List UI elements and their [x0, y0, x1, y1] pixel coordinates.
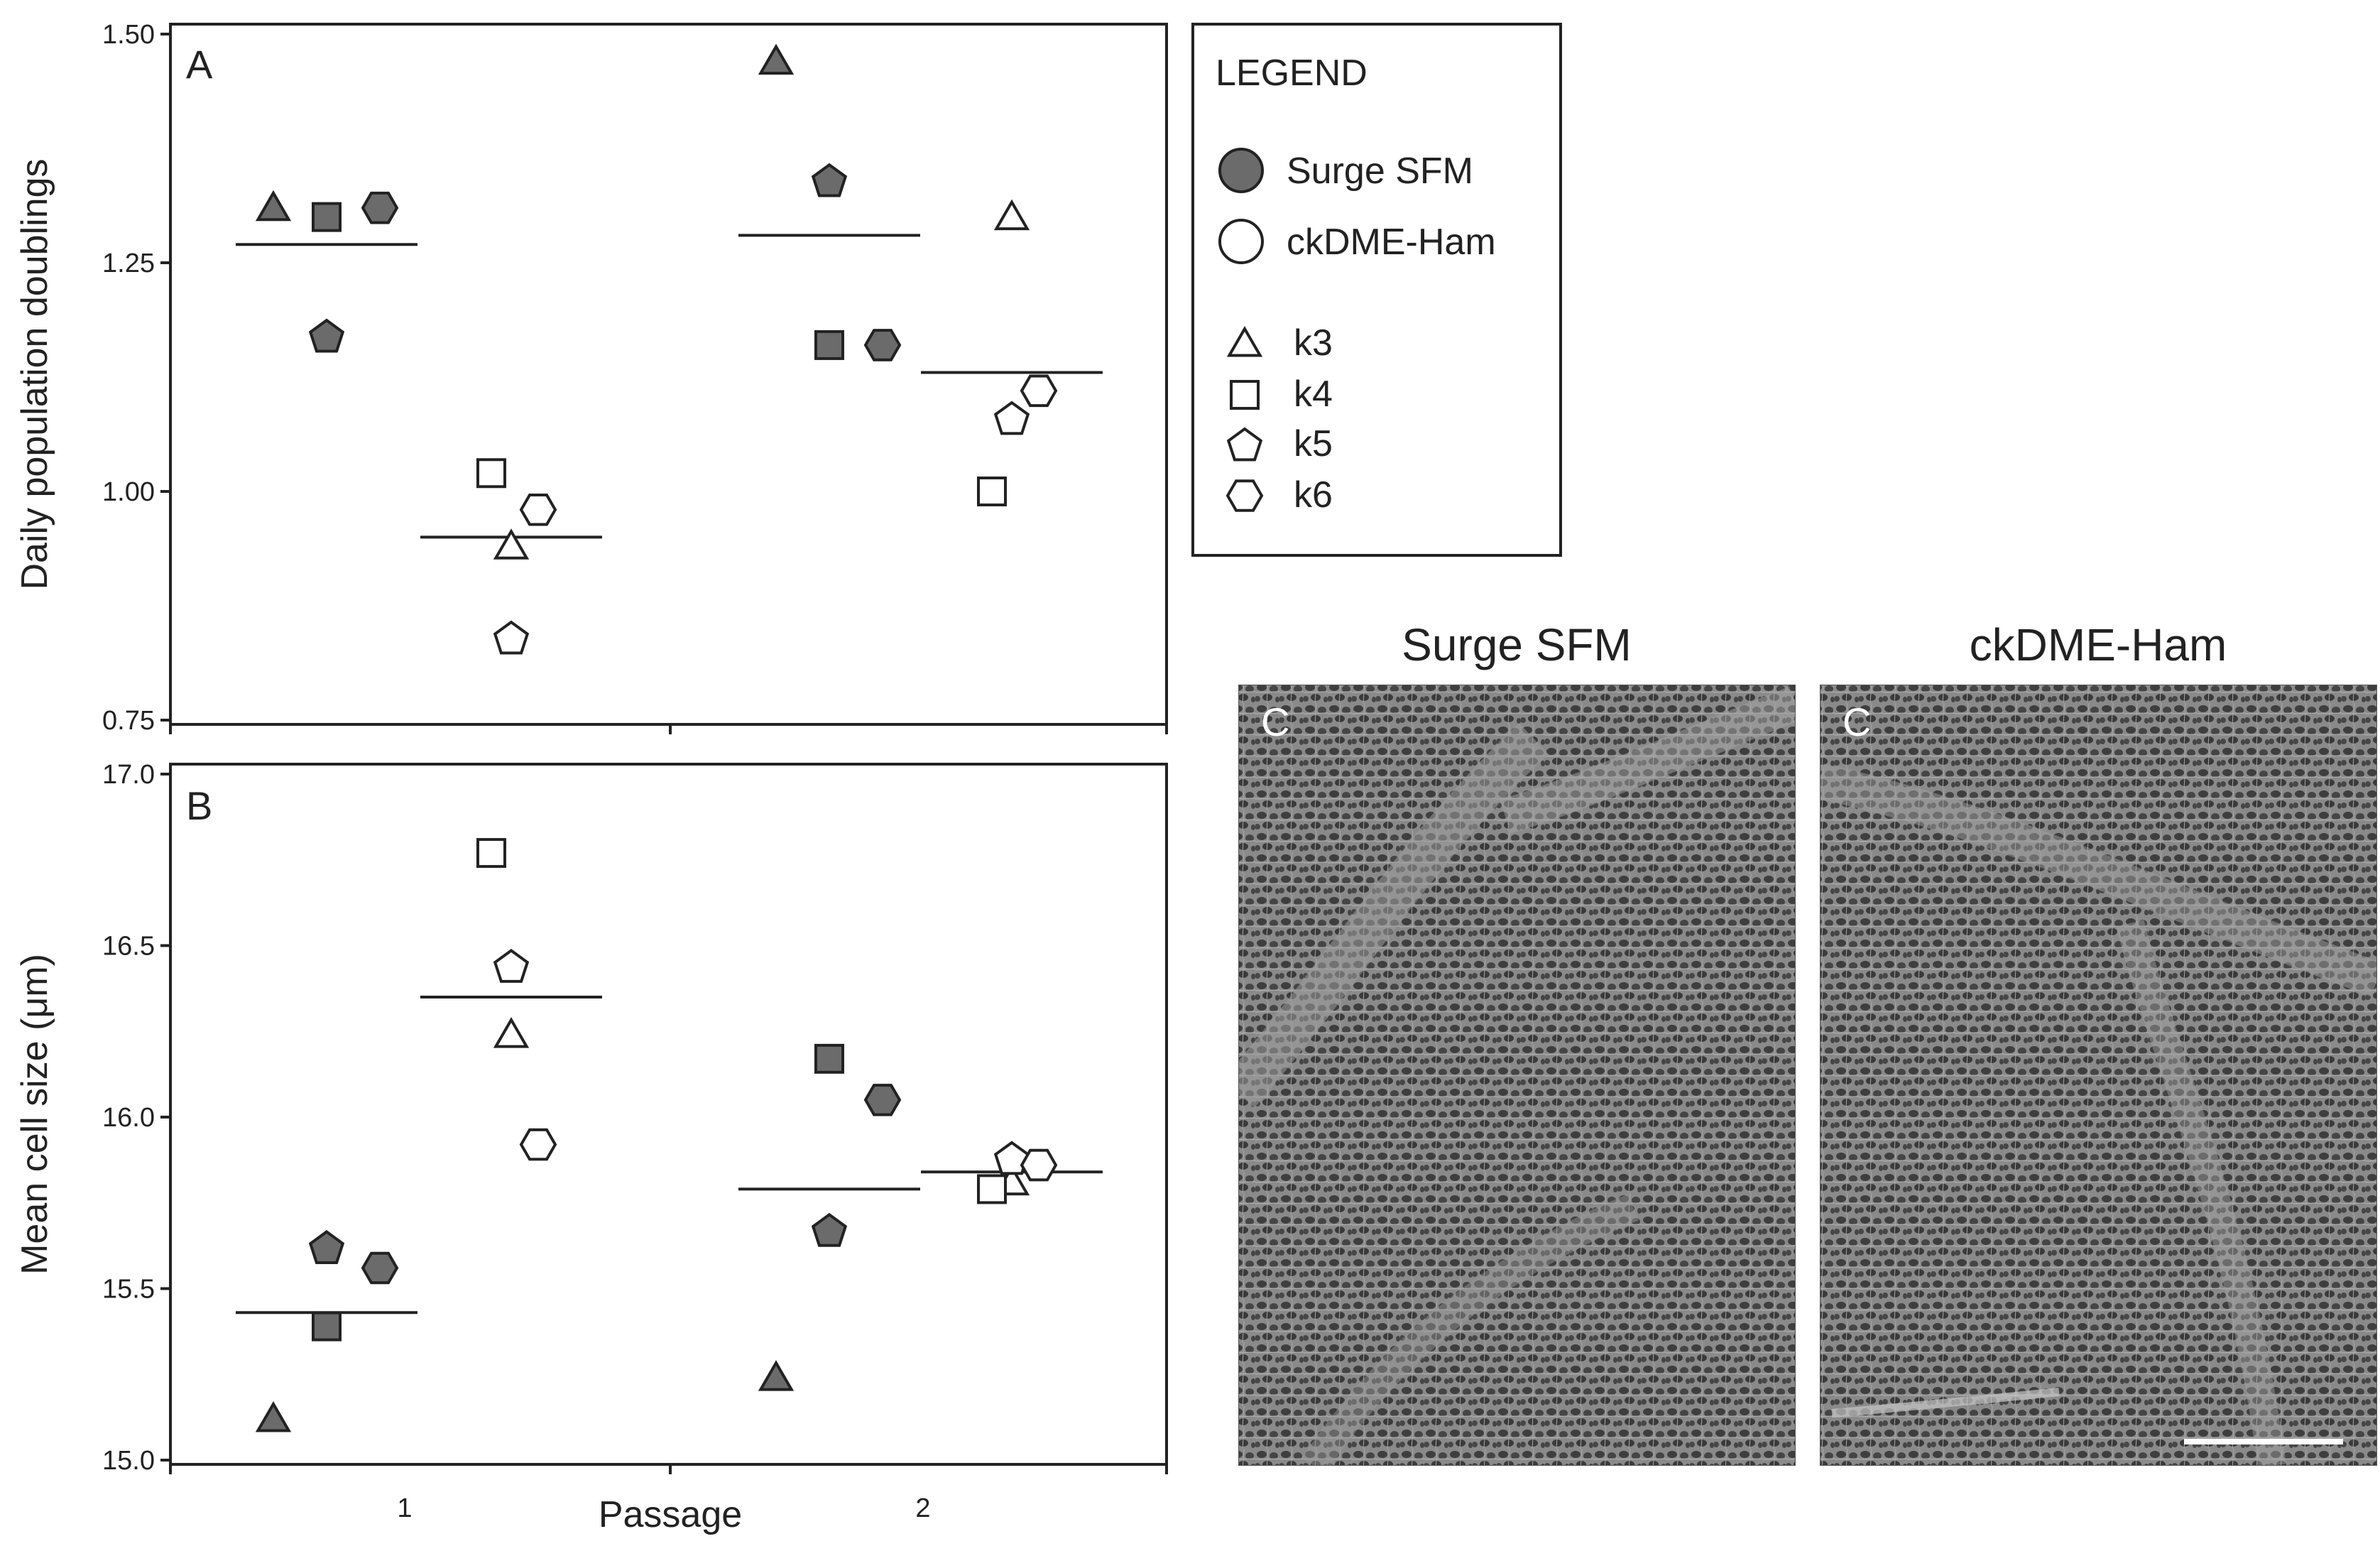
data-point-k4 [476, 458, 506, 489]
data-point-k3 [255, 1401, 292, 1432]
legend-title: LEGEND [1216, 53, 1368, 94]
data-point-k6 [863, 329, 902, 361]
micrograph-ckdme-ham [1820, 685, 2377, 1466]
legend-label-k4: k4 [1294, 374, 1333, 415]
data-point-k3 [493, 1017, 530, 1048]
square-icon [1230, 380, 1260, 410]
panel-b-mean-cell-size: B Mean cell size (μm) Passage 15.0 15.5 16… [14, 760, 1168, 1535]
micrograph-ckdme-ham-label: C [1843, 700, 1871, 744]
legend-label-surge-sfm: Surge SFM [1287, 151, 1473, 192]
panel-a-mean-lines [236, 234, 1103, 539]
data-point-k4 [312, 202, 342, 232]
filled-circle-icon [1218, 148, 1264, 193]
y-tick-label: 16.5 [102, 932, 155, 962]
data-point-k4 [977, 1174, 1007, 1204]
pentagon-icon [1226, 427, 1263, 462]
panel-a-x-ticks [169, 724, 1168, 734]
panel-a-daily-population-doublings: A Daily population doublings 0.75 1.00 1.2… [14, 20, 1168, 736]
panel-b-frame [169, 763, 1168, 1466]
y-tick-label: 0.75 [102, 706, 155, 736]
legend-label-k5: k5 [1294, 423, 1333, 464]
y-tick-label: 1.50 [102, 20, 155, 50]
legend-label-ckdme-ham: ckDME-Ham [1287, 222, 1496, 263]
legend-label-k6: k6 [1294, 474, 1333, 516]
data-point-k5 [308, 1230, 345, 1264]
data-point-k5 [811, 1212, 848, 1247]
data-point-k4 [814, 1043, 844, 1074]
micrograph-panel: Surge SFM ckDME-Ham C C [1238, 619, 2377, 1466]
panel-b-y-axis-title: Mean cell size (μm) [14, 954, 55, 1275]
data-point-k6 [863, 1084, 902, 1116]
micrograph-surge-sfm [1238, 685, 1796, 1466]
panel-a-y-axis-title: Daily population doublings [14, 158, 55, 589]
triangle-icon [1226, 326, 1263, 357]
panel-a-y-ticks: 0.75 1.00 1.25 1.50 [102, 20, 170, 736]
x-tick-label: 2 [915, 1493, 930, 1523]
panel-a-data-points [255, 43, 1058, 655]
legend-label-k3: k3 [1294, 322, 1333, 364]
data-point-k5 [308, 318, 345, 353]
y-tick-label: 15.0 [102, 1446, 155, 1476]
data-point-k6 [361, 1251, 399, 1285]
legend-frame [1191, 23, 1562, 557]
data-point-k3 [493, 528, 530, 560]
micrograph-surge-sfm-label: C [1261, 700, 1289, 744]
panel-a-letter: A [186, 42, 213, 87]
y-tick-label: 15.5 [102, 1275, 155, 1305]
y-tick-label: 1.25 [102, 249, 155, 278]
data-point-k5 [811, 163, 848, 197]
data-point-k6 [519, 494, 557, 526]
panel-b-letter: B [186, 783, 212, 828]
data-point-k6 [1020, 374, 1058, 408]
data-point-k5 [493, 949, 530, 983]
photo-title-surge-sfm: Surge SFM [1402, 619, 1632, 670]
panel-b-data-points [255, 838, 1058, 1432]
x-tick-label: 1 [397, 1493, 412, 1523]
hexagon-icon [1226, 479, 1264, 512]
data-point-k5 [993, 1141, 1030, 1175]
data-point-k6 [361, 191, 399, 224]
y-tick-label: 16.0 [102, 1103, 155, 1133]
data-point-k3 [758, 43, 795, 75]
data-point-k5 [993, 401, 1030, 435]
data-point-k3 [758, 1360, 795, 1391]
data-point-k3 [993, 199, 1030, 231]
y-tick-label: 17.0 [102, 760, 155, 790]
panel-a-frame [169, 23, 1168, 726]
data-point-k4 [312, 1311, 342, 1342]
data-point-k4 [814, 330, 844, 360]
data-point-k6 [1020, 1148, 1058, 1182]
data-point-k3 [255, 190, 292, 222]
panel-b-y-ticks: 15.0 15.5 16.0 16.5 17.0 [102, 760, 170, 1476]
data-point-k5 [493, 620, 530, 655]
legend: LEGEND Surge SFM ckDME-Ham k3 k4 k5 k6 [1191, 23, 1562, 557]
panel-b-x-axis-title: Passage [599, 1494, 742, 1535]
data-point-k4 [476, 838, 506, 869]
photo-title-ckdme-ham: ckDME-Ham [1970, 619, 2227, 670]
open-circle-icon [1218, 219, 1264, 264]
data-point-k4 [977, 477, 1007, 506]
data-point-k6 [519, 1128, 557, 1161]
y-tick-label: 1.00 [102, 477, 155, 507]
